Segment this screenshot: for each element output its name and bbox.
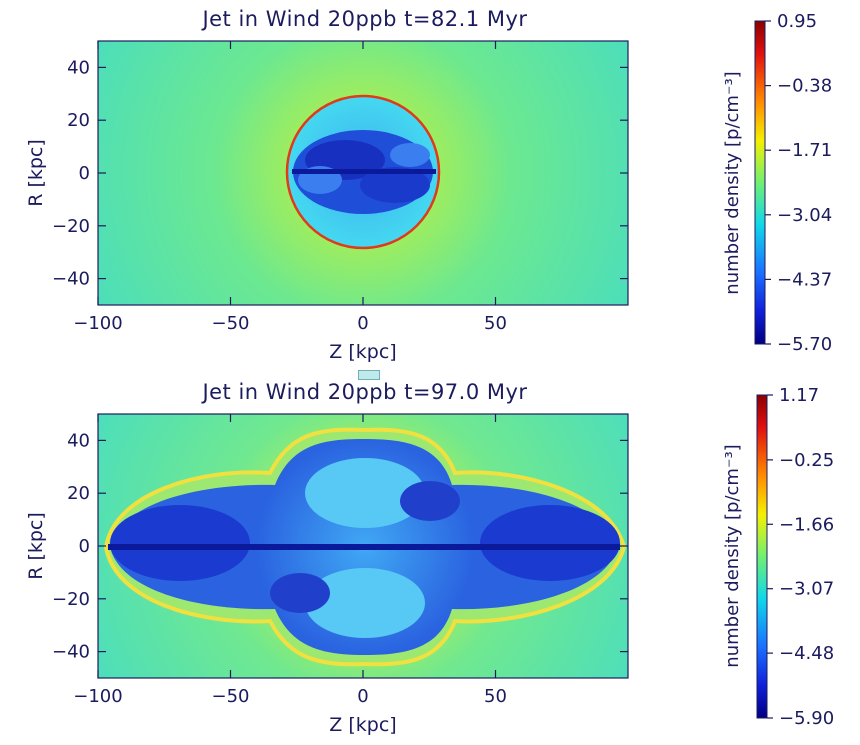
colorbar-ticks: 0.95 −0.38 −1.71 −3.04 −4.37 −5.70 xyxy=(765,11,832,355)
x-tick-label: 0 xyxy=(357,686,368,707)
y-tick-label: −20 xyxy=(52,216,90,237)
colorbar-ticks: 1.17 −0.25 −1.66 −3.07 −4.48 −5.90 xyxy=(767,385,834,729)
x-tick-label: 50 xyxy=(484,686,507,707)
y-axis-label: R [kpc] xyxy=(25,512,47,580)
colorbar-tick-label: −5.90 xyxy=(779,708,834,729)
panel-top-svg: Jet in Wind 20ppb t=82.1 Myr −100 −50 0 50 … xyxy=(25,7,832,363)
colorbar-tick-label: −0.38 xyxy=(777,76,832,97)
cocoon-turbulence xyxy=(360,167,430,203)
heatmap-image xyxy=(98,414,628,678)
x-axis-label: Z [kpc] xyxy=(329,341,396,363)
y-tick-label: −40 xyxy=(52,642,90,663)
colorbar-tick-label: −5.70 xyxy=(777,334,832,355)
x-tick-label: −100 xyxy=(73,686,122,707)
y-tick-label: 20 xyxy=(67,483,90,504)
cocoon-turbulence xyxy=(400,481,460,521)
colorbar-tick-label: −3.04 xyxy=(777,205,832,226)
x-axis-label: Z [kpc] xyxy=(329,714,396,736)
x-tick-label: 0 xyxy=(357,313,368,334)
cocoon-turbulence xyxy=(305,568,425,638)
chart-title: Jet in Wind 20ppb t=82.1 Myr xyxy=(200,7,527,31)
y-axis-label: R [kpc] xyxy=(25,139,47,207)
colorbar-tick-label: −4.37 xyxy=(777,269,832,290)
colorbar xyxy=(754,20,766,345)
y-tick-label: 0 xyxy=(79,163,90,184)
x-ticks: −100 −50 0 50 xyxy=(73,41,507,334)
y-tick-label: −20 xyxy=(52,589,90,610)
colorbar xyxy=(756,394,768,719)
y-ticks: 40 20 0 −20 −40 xyxy=(52,430,628,663)
panel-top: Jet in Wind 20ppb t=82.1 Myr −100 −50 0 50 … xyxy=(0,0,860,372)
heatmap-image xyxy=(98,41,628,305)
cocoon-turbulence xyxy=(270,573,330,613)
y-tick-label: −40 xyxy=(52,269,90,290)
colorbar-tick-label: −1.71 xyxy=(777,140,832,161)
x-tick-label: 50 xyxy=(484,313,507,334)
cocoon-turbulence xyxy=(305,458,425,528)
cocoon-turbulence xyxy=(390,143,430,167)
colorbar-tick-label: 0.95 xyxy=(777,11,817,32)
y-tick-label: 0 xyxy=(79,536,90,557)
colorbar-tick-label: 1.17 xyxy=(779,385,819,406)
y-tick-label: 40 xyxy=(67,57,90,78)
colorbar-tick-label: −3.07 xyxy=(779,579,834,600)
panel-bottom-svg: Jet in Wind 20ppb t=97.0 Myr −100 −50 0 50 … xyxy=(25,380,834,736)
chart-title: Jet in Wind 20ppb t=97.0 Myr xyxy=(200,380,527,404)
cocoon-turbulence xyxy=(480,505,620,581)
colorbar-tick-label: −1.66 xyxy=(779,514,834,535)
panel-bottom: Jet in Wind 20ppb t=97.0 Myr −100 −50 0 50 … xyxy=(0,373,860,745)
jet-beam xyxy=(292,169,436,174)
colorbar-tick-label: −0.25 xyxy=(779,450,834,471)
x-tick-label: −100 xyxy=(73,313,122,334)
y-tick-label: 20 xyxy=(67,110,90,131)
jet-beam xyxy=(108,544,620,550)
cocoon-turbulence xyxy=(110,505,250,581)
x-tick-label: −50 xyxy=(212,313,250,334)
panel-separator xyxy=(358,370,380,380)
y-ticks: 40 20 0 −20 −40 xyxy=(52,57,628,290)
x-ticks: −100 −50 0 50 xyxy=(73,414,507,707)
x-tick-label: −50 xyxy=(212,686,250,707)
colorbar-tick-label: −4.48 xyxy=(779,643,834,664)
y-tick-label: 40 xyxy=(67,430,90,451)
colorbar-label: number density [p/cm⁻³] xyxy=(722,444,743,667)
colorbar-label: number density [p/cm⁻³] xyxy=(722,71,743,294)
